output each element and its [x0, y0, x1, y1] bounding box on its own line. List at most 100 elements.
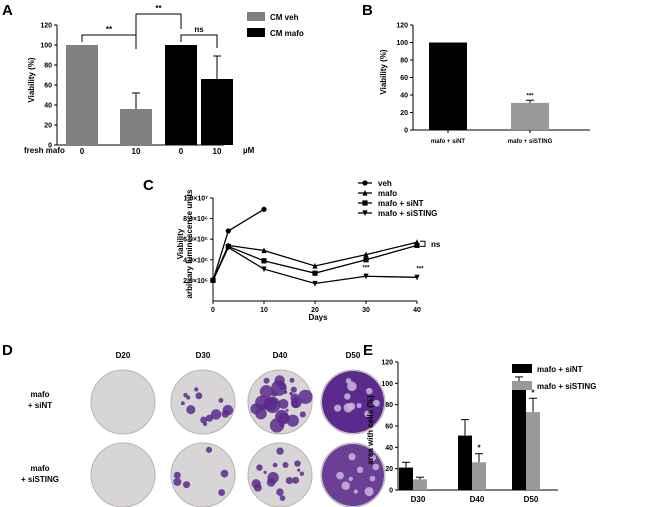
chart-a-bar [120, 109, 152, 145]
chart-b-ytick-label: 60 [400, 75, 408, 82]
colony-spot [372, 463, 380, 471]
colony-spot [200, 416, 208, 424]
colony-spot [276, 447, 284, 455]
chart-c-point-mafo-sisting [225, 244, 231, 251]
chart-c-point-mafo-sisting [414, 274, 420, 281]
chart-e-xtick-label: D30 [411, 495, 426, 504]
chart-b-ytick-label: 40 [400, 93, 408, 100]
chart-a-xtick-label: 10 [132, 147, 141, 156]
panel-label-d: D [2, 342, 13, 359]
chart-e-bar [413, 479, 427, 490]
panel-d-dishes [90, 369, 386, 507]
colony-spot [202, 421, 208, 427]
chart-a-xtick-label: 0 [80, 147, 85, 156]
colony-spot [173, 471, 181, 479]
chart-e-plot: 0 20 40 60 80 100 120 D30 D40 D50 * * [381, 360, 558, 504]
panel-d-colony-assay: D20 D30 D40 D50 mafo + siNT mafo + siSTI… [21, 351, 386, 507]
chart-c-ytick-label: 8.0×10⁶ [183, 216, 208, 223]
colony-spot [180, 401, 185, 406]
chart-a-ytick-label: 120 [40, 23, 52, 30]
chart-b: Viability (%) 0 20 40 60 80 100 120 mafo + siNT… [379, 23, 590, 145]
colony-dish [247, 442, 313, 507]
colony-spot [276, 488, 284, 496]
chart-c-xtick-label: 30 [362, 307, 370, 314]
chart-c-point-mafo-sint [312, 270, 318, 276]
colony-spot [266, 478, 276, 487]
chart-b-ytick-label: 0 [404, 128, 408, 135]
chart-e-bar [472, 462, 486, 490]
chart-c-legend-label-mafo: mafo [378, 189, 397, 198]
chart-e-xtick-label: D50 [524, 495, 539, 504]
chart-c-point-veh [225, 228, 231, 234]
colony-spot [186, 405, 196, 415]
colony-spot [283, 390, 288, 395]
panel-d-row2-label-line2: + siSTING [21, 475, 59, 484]
colony-spot [286, 414, 299, 427]
chart-a-ytick-label: 100 [40, 43, 52, 50]
colony-spot [285, 476, 293, 485]
colony-spot [279, 495, 286, 501]
chart-c-legend-label-mafo-sint: mafo + siNT [378, 199, 424, 208]
chart-c-legend-marker-mafo-sisting [362, 210, 368, 217]
colony-spot [218, 489, 226, 496]
chart-c-ytick-label: 6.0×10⁶ [183, 237, 208, 244]
chart-c-point-mafo [312, 262, 318, 269]
chart-b-sig-label: *** [526, 93, 534, 99]
panel-d-col-d30: D30 [196, 351, 211, 360]
chart-a-bar [165, 45, 197, 145]
chart-c-xtick-label: 20 [311, 307, 319, 314]
chart-c-legend-marker-veh [362, 180, 368, 186]
colony-spot [298, 389, 313, 405]
colony-spot [275, 409, 289, 424]
colony-spot [344, 393, 351, 400]
chart-a-ylabel: Viability (%) [27, 57, 36, 103]
legend-swatch-e-sisting [512, 381, 532, 390]
chart-a-ytick-label: 0 [48, 143, 52, 150]
chart-b-ytick-label: 20 [400, 110, 408, 117]
chart-c-xtick-label: 0 [211, 307, 215, 314]
colony-dish-plate [90, 442, 156, 507]
colony-spot [290, 386, 297, 393]
colony-spot [348, 476, 354, 482]
panel-d-row1-label-line2: + siNT [28, 401, 52, 410]
legend-label-e-sisting: mafo + siSTING [537, 382, 596, 391]
chart-c-point-mafo [363, 251, 369, 258]
chart-a-bar [201, 79, 233, 145]
colony-spot [253, 483, 262, 492]
colony-dish [320, 369, 386, 435]
colony-spot [222, 404, 234, 416]
colony-dish [170, 369, 236, 435]
chart-a-sig-bracket-mafo-label: ns [194, 25, 204, 34]
chart-c-line-mafo-sisting [212, 246, 418, 285]
colony-spot [183, 481, 191, 489]
chart-a-bar [66, 45, 98, 145]
colony-spot [369, 475, 376, 482]
colony-spot [250, 403, 262, 415]
colony-spot [256, 464, 263, 471]
chart-a-xrow-label: fresh mafo [24, 146, 65, 155]
colony-spot [285, 408, 289, 412]
legend-swatch-cm-veh [247, 12, 265, 21]
colony-spot [364, 486, 374, 497]
chart-c-point-veh [261, 206, 267, 212]
chart-c-legend-label-veh: veh [378, 179, 392, 188]
chart-e-xtick-label: D40 [470, 495, 485, 504]
chart-a-ytick-label: 80 [44, 63, 52, 70]
chart-c: Viability arbitrary luminescence units D… [176, 179, 441, 322]
colony-spot [366, 387, 373, 395]
panel-label-c: C [143, 177, 154, 194]
chart-c-legend-marker-mafo-sint [362, 200, 368, 206]
chart-a-ytick-label: 40 [44, 103, 52, 110]
chart-c-sig-label-d30: *** [362, 265, 370, 271]
panel-label-e: E [363, 342, 373, 359]
chart-b-plot: 0 20 40 60 80 100 120 mafo + siNT mafo + siSTING… [396, 23, 590, 145]
colony-spot [263, 470, 267, 474]
chart-c-ns-label: ns [431, 240, 441, 249]
chart-c-point-mafo-sint [414, 242, 420, 248]
colony-spot [205, 446, 213, 453]
chart-e-ytick-label: 120 [381, 360, 393, 367]
chart-e-ytick-label: 0 [389, 488, 393, 495]
chart-c-point-mafo-sint [261, 258, 267, 264]
chart-c-legend-label-mafo-sisting: mafo + siSTING [378, 209, 437, 218]
